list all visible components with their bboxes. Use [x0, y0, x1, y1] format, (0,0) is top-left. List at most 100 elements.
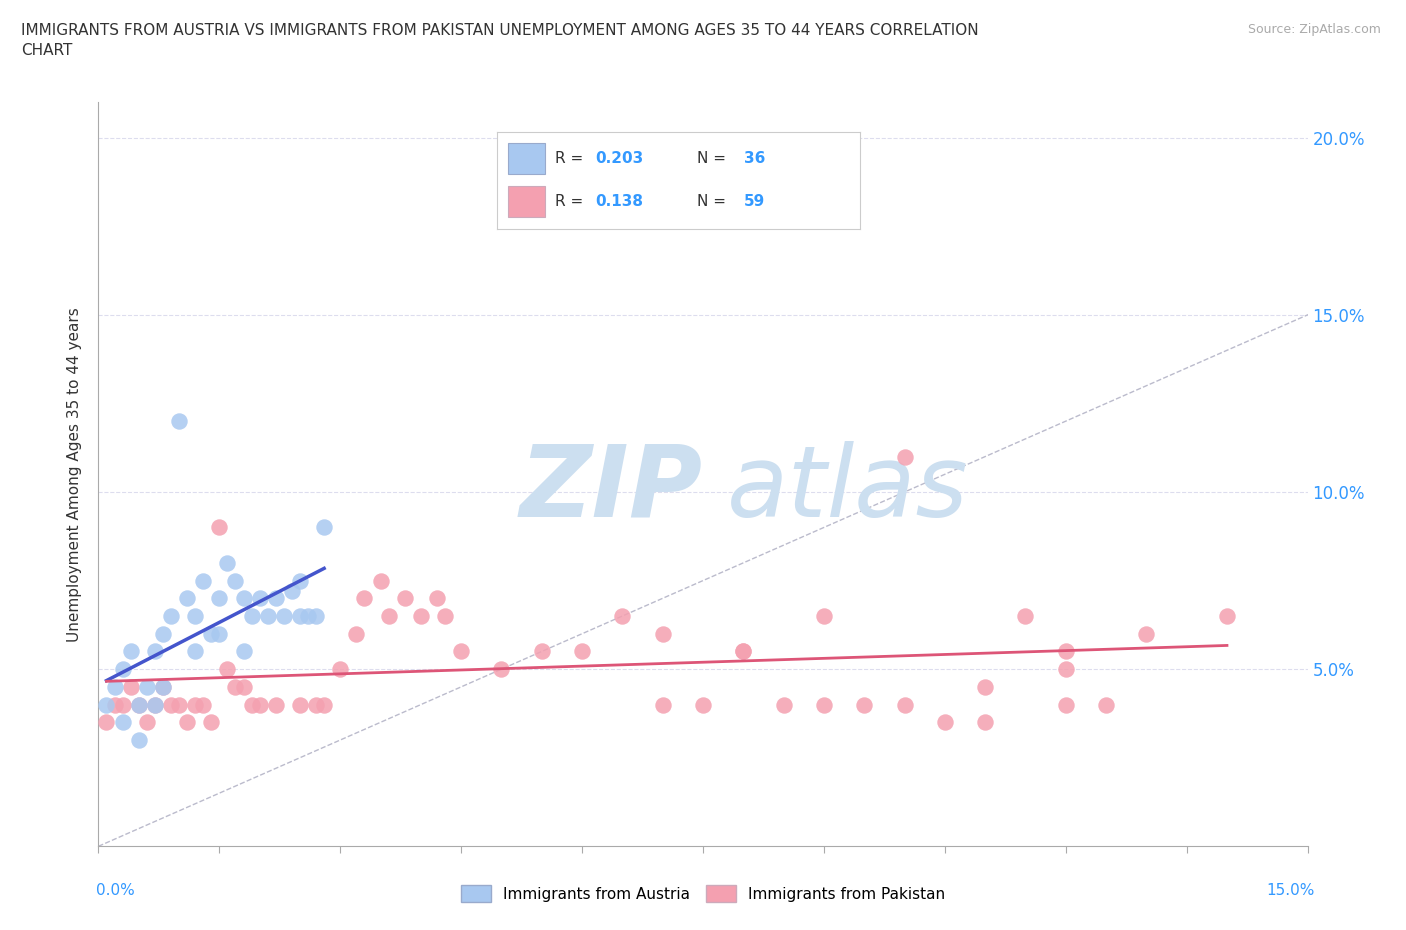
Point — [450, 644, 472, 658]
Point — [571, 644, 593, 658]
Point — [692, 698, 714, 712]
Point — [167, 414, 190, 429]
Point — [152, 680, 174, 695]
Point — [232, 644, 254, 658]
Point — [135, 680, 157, 695]
Point — [256, 608, 278, 623]
Point — [160, 608, 183, 623]
Point — [1095, 698, 1118, 712]
Point — [184, 698, 207, 712]
Point — [651, 698, 673, 712]
Point — [240, 608, 263, 623]
Point — [377, 608, 399, 623]
Point — [288, 573, 311, 588]
Text: atlas: atlas — [727, 441, 969, 538]
Point — [813, 608, 835, 623]
Point — [111, 662, 134, 677]
Point — [934, 715, 956, 730]
Point — [176, 715, 198, 730]
Point — [394, 591, 416, 605]
Point — [160, 698, 183, 712]
Point — [193, 698, 215, 712]
Point — [193, 573, 215, 588]
Point — [232, 591, 254, 605]
Point — [224, 573, 246, 588]
Point — [491, 662, 513, 677]
Point — [249, 591, 271, 605]
Point — [208, 591, 231, 605]
Point — [370, 573, 392, 588]
Point — [96, 715, 118, 730]
Point — [314, 520, 336, 535]
Point — [288, 608, 311, 623]
Point — [893, 449, 915, 464]
Point — [434, 608, 457, 623]
Point — [426, 591, 449, 605]
Point — [200, 715, 222, 730]
Point — [264, 698, 287, 712]
Point — [612, 608, 634, 623]
Point — [176, 591, 198, 605]
Point — [893, 698, 915, 712]
Point — [184, 608, 207, 623]
Point — [103, 680, 125, 695]
Point — [103, 698, 125, 712]
Point — [772, 698, 794, 712]
Point — [111, 698, 134, 712]
Legend: Immigrants from Austria, Immigrants from Pakistan: Immigrants from Austria, Immigrants from… — [454, 879, 952, 909]
Point — [344, 626, 367, 641]
Point — [208, 626, 231, 641]
Point — [305, 608, 328, 623]
Point — [974, 715, 997, 730]
Text: IMMIGRANTS FROM AUSTRIA VS IMMIGRANTS FROM PAKISTAN UNEMPLOYMENT AMONG AGES 35 T: IMMIGRANTS FROM AUSTRIA VS IMMIGRANTS FR… — [21, 23, 979, 58]
Point — [200, 626, 222, 641]
Point — [1135, 626, 1157, 641]
Point — [128, 698, 150, 712]
Point — [167, 698, 190, 712]
Point — [249, 698, 271, 712]
Point — [314, 698, 336, 712]
Y-axis label: Unemployment Among Ages 35 to 44 years: Unemployment Among Ages 35 to 44 years — [67, 307, 83, 642]
Point — [733, 644, 755, 658]
Point — [288, 698, 311, 712]
Point — [353, 591, 375, 605]
Text: 15.0%: 15.0% — [1267, 883, 1315, 897]
Point — [240, 698, 263, 712]
Point — [120, 644, 142, 658]
Point — [409, 608, 432, 623]
Point — [224, 680, 246, 695]
Point — [96, 698, 118, 712]
Point — [111, 715, 134, 730]
Point — [120, 680, 142, 695]
Point — [651, 626, 673, 641]
Point — [208, 520, 231, 535]
Point — [281, 584, 304, 599]
Point — [128, 733, 150, 748]
Point — [143, 698, 166, 712]
Point — [143, 698, 166, 712]
Point — [974, 680, 997, 695]
Point — [1054, 662, 1077, 677]
Point — [135, 715, 157, 730]
Point — [273, 608, 295, 623]
Point — [1216, 608, 1239, 623]
Point — [1054, 698, 1077, 712]
Point — [217, 662, 239, 677]
Point — [297, 608, 319, 623]
Point — [305, 698, 328, 712]
Point — [184, 644, 207, 658]
Point — [1054, 644, 1077, 658]
Text: ZIP: ZIP — [520, 441, 703, 538]
Point — [853, 698, 876, 712]
Point — [329, 662, 352, 677]
Point — [128, 698, 150, 712]
Point — [152, 680, 174, 695]
Point — [1014, 608, 1036, 623]
Text: Source: ZipAtlas.com: Source: ZipAtlas.com — [1247, 23, 1381, 36]
Point — [733, 644, 755, 658]
Point — [152, 626, 174, 641]
Point — [530, 644, 553, 658]
Text: 0.0%: 0.0% — [96, 883, 135, 897]
Point — [264, 591, 287, 605]
Point — [217, 555, 239, 570]
